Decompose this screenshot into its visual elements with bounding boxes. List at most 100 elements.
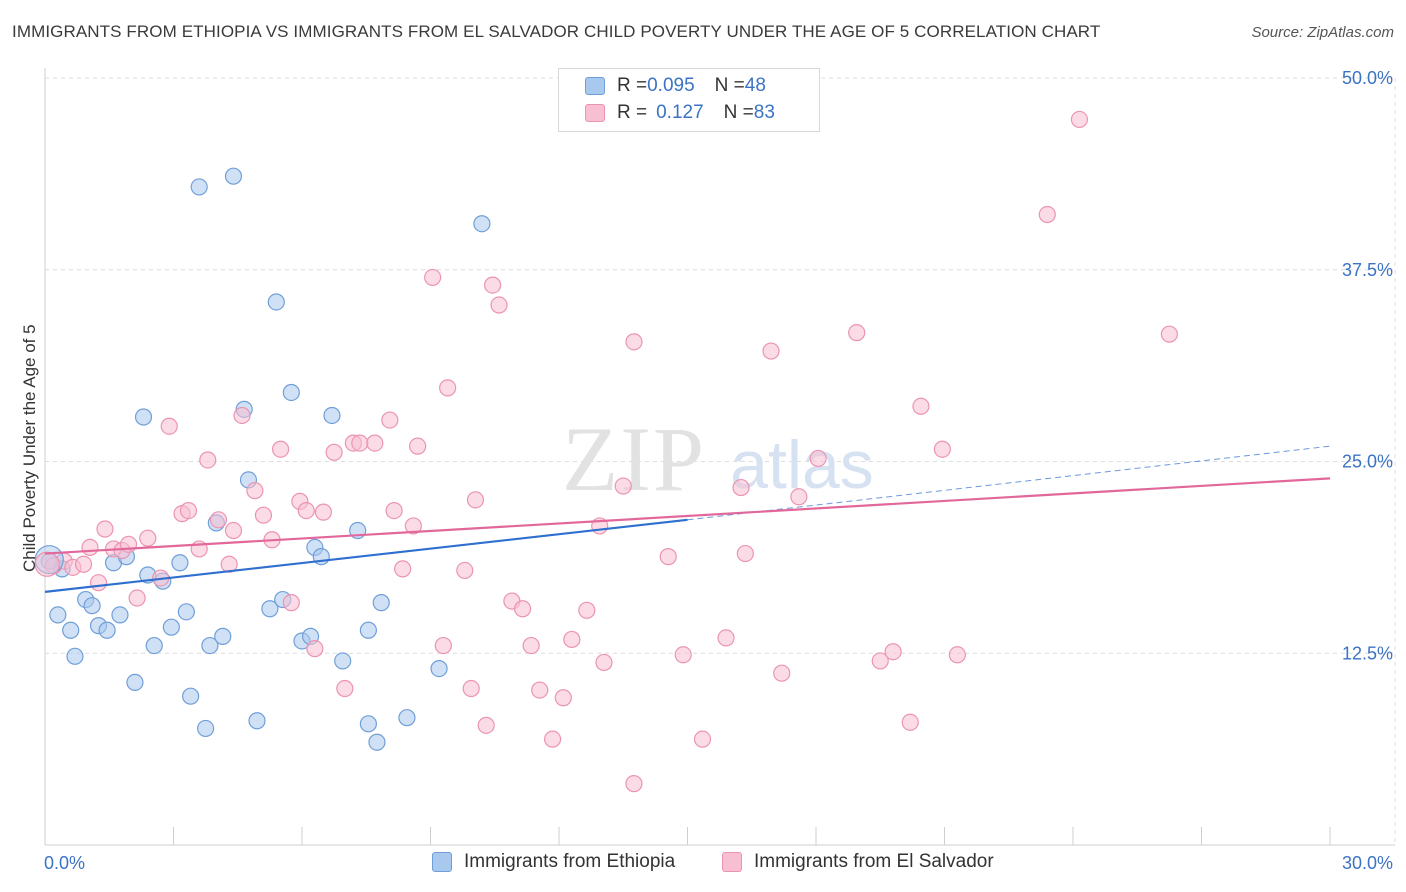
y-tick-label: 50.0% <box>1342 68 1393 88</box>
ethiopia-point <box>134 408 153 426</box>
el-salvador-point <box>674 646 692 664</box>
ethiopia-point <box>145 636 163 655</box>
axis-layer <box>44 68 1395 846</box>
ethiopia-trend-line <box>44 518 688 593</box>
r-label: R = <box>617 102 648 123</box>
el-salvador-point <box>409 437 427 455</box>
ethiopia-point <box>190 178 208 196</box>
x-tick-label: 0.0% <box>44 853 85 873</box>
ethiopia-trend-extension <box>687 445 1331 521</box>
ethiopia-point <box>372 594 390 612</box>
el-salvador-point <box>736 544 754 563</box>
ethiopia-point <box>162 618 180 636</box>
el-salvador-point <box>282 594 300 612</box>
el-salvador-point <box>96 520 114 538</box>
el-salvador-point <box>336 679 354 698</box>
r-value: 0.095 <box>647 75 695 96</box>
legend-item-el-salvador: Immigrants from El Salvador <box>722 851 994 873</box>
el-salvador-point <box>693 730 712 748</box>
ethiopia-swatch <box>432 852 452 872</box>
legend-row-el-salvador: R = 0.127 N = 83 <box>585 101 775 125</box>
chart-title: IMMIGRANTS FROM ETHIOPIA VS IMMIGRANTS F… <box>12 22 1101 41</box>
el-salvador-point <box>297 501 315 520</box>
el-salvador-point <box>139 529 157 547</box>
el-salvador-point <box>179 501 198 520</box>
el-salvador-point <box>762 342 780 360</box>
ethiopia-point <box>267 293 285 311</box>
el-salvador-trend-line <box>44 477 1331 555</box>
ethiopia-point <box>111 606 129 624</box>
ethiopia-point <box>398 709 416 727</box>
ethiopia-point <box>473 215 491 233</box>
el-salvador-point <box>306 640 324 658</box>
n-label: N = <box>723 102 754 123</box>
legend-label-el-salvador: Immigrants from El Salvador <box>754 851 994 872</box>
el-salvador-point <box>1070 110 1089 129</box>
ethiopia-point <box>248 712 266 730</box>
r-label: R = <box>617 75 648 96</box>
ethiopia-point <box>182 687 200 705</box>
ethiopia-point <box>323 406 341 425</box>
el-salvador-point <box>160 417 178 435</box>
el-salvador-point <box>659 548 677 566</box>
el-salvador-point <box>1160 325 1178 343</box>
el-salvador-point <box>871 652 889 670</box>
el-salvador-point <box>543 730 562 748</box>
ethiopia-point <box>224 167 243 185</box>
ethiopia-point <box>66 647 84 665</box>
el-salvador-point <box>466 491 485 509</box>
el-salvador-point <box>531 681 549 699</box>
el-salvador-point <box>732 478 750 497</box>
el-salvador-point <box>394 560 412 578</box>
ethiopia-swatch <box>585 77 605 95</box>
y-axis-label: Child Poverty Under the Age of 5 <box>20 324 39 572</box>
el-salvador-point <box>948 646 966 664</box>
el-salvador-point <box>271 440 290 458</box>
r-value: 0.127 <box>656 102 704 123</box>
el-salvador-point <box>809 449 827 468</box>
ethiopia-point <box>282 383 300 402</box>
ethiopia-point <box>171 554 189 572</box>
el-salvador-point <box>314 503 333 521</box>
el-salvador-point <box>209 511 228 529</box>
el-salvador-point <box>554 689 572 707</box>
ethiopia-point <box>98 621 116 639</box>
el-salvador-point <box>224 521 243 540</box>
el-salvador-point <box>351 434 369 452</box>
el-salvador-point <box>790 488 808 506</box>
ethiopia-point <box>359 715 377 733</box>
tick-label-layer: 12.5% 25.0% 37.5% 50.0% 0.0% 30.0% <box>44 68 1393 873</box>
el-salvador-point <box>522 636 540 655</box>
ethiopia-point <box>49 606 67 624</box>
el-salvador-point <box>246 482 264 500</box>
el-salvador-point <box>933 440 951 458</box>
el-salvador-point <box>381 411 399 429</box>
legend-item-ethiopia: Immigrants from Ethiopia <box>432 851 675 873</box>
y-tick-label: 12.5% <box>1342 643 1393 663</box>
n-value: 83 <box>753 102 775 123</box>
el-salvador-point <box>404 517 422 535</box>
el-salvador-point <box>434 636 452 655</box>
ethiopia-point <box>126 673 144 691</box>
el-salvador-point <box>625 775 643 793</box>
el-salvador-point <box>477 716 495 734</box>
el-salvador-point <box>614 477 632 495</box>
n-value: 48 <box>744 75 766 96</box>
el-salvador-point <box>439 379 457 397</box>
el-salvador-point <box>513 600 532 618</box>
el-salvador-swatch <box>722 852 742 872</box>
el-salvador-point <box>884 643 902 661</box>
el-salvador-point <box>901 713 919 731</box>
el-salvador-point <box>773 664 791 682</box>
ethiopia-point <box>359 621 377 639</box>
points-layer <box>34 110 1178 793</box>
ethiopia-point <box>83 597 101 615</box>
el-salvador-point <box>595 653 613 672</box>
watermark: ZIP atlas <box>562 408 874 510</box>
el-salvador-point <box>462 679 480 698</box>
legend-row-ethiopia: R = 0.095 N = 48 <box>585 74 766 98</box>
el-salvador-swatch <box>585 104 605 122</box>
el-salvador-point <box>254 506 273 524</box>
el-salvador-point <box>366 434 384 452</box>
el-salvador-point <box>578 601 596 619</box>
